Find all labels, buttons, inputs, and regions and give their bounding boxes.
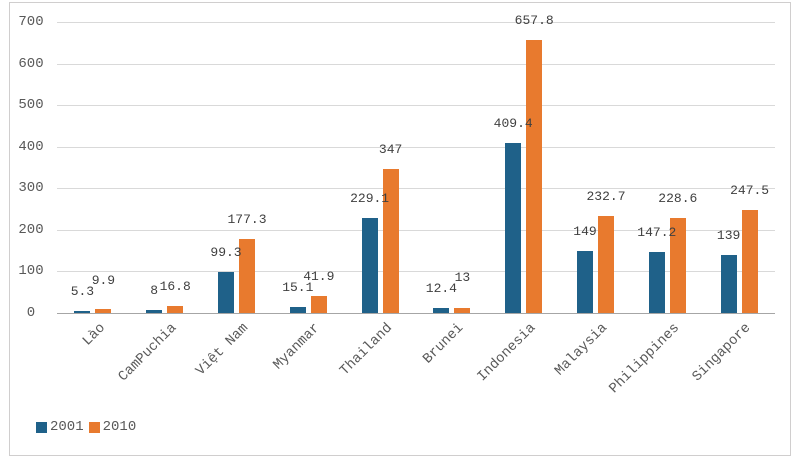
data-label-2010: 657.8 bbox=[514, 12, 554, 28]
x-category-text: Việt Nam bbox=[193, 320, 253, 380]
data-label-2001: 15.1 bbox=[282, 279, 314, 295]
data-label-2001: 149 bbox=[573, 224, 597, 240]
bar-2001 bbox=[218, 271, 234, 313]
bar-2001 bbox=[74, 310, 91, 313]
data-label-2001: 139 bbox=[716, 228, 741, 244]
bar-2001 bbox=[289, 306, 306, 313]
x-category-text: Thailand bbox=[336, 320, 396, 380]
data-label-2001: 12.4 bbox=[425, 280, 457, 296]
y-tick-label: 300 bbox=[18, 180, 44, 197]
legend-swatch-2010 bbox=[88, 422, 100, 433]
data-label-2010: 13 bbox=[454, 269, 471, 285]
bar-2010 bbox=[239, 239, 255, 313]
bar-2010 bbox=[382, 168, 399, 313]
x-category-text: Lào bbox=[79, 320, 109, 350]
bar-2001 bbox=[577, 251, 593, 313]
data-label-2010: 232.7 bbox=[586, 189, 626, 205]
y-tick-label: 500 bbox=[18, 97, 44, 114]
data-label-2010: 228.6 bbox=[658, 190, 698, 206]
legend-item-2001: 2001 bbox=[36, 420, 84, 435]
y-tick-label: 0 bbox=[26, 305, 36, 321]
gridline bbox=[57, 64, 775, 65]
x-axis-line bbox=[57, 313, 775, 314]
data-label-2010: 177.3 bbox=[227, 212, 267, 228]
bar-2010 bbox=[95, 308, 112, 313]
bar-2001 bbox=[505, 142, 522, 313]
legend-item-2010: 2010 bbox=[88, 419, 137, 435]
bar-2001 bbox=[146, 309, 163, 313]
data-label-2010: 247.5 bbox=[730, 183, 770, 199]
gridline bbox=[57, 147, 775, 148]
bar-2001 bbox=[720, 255, 737, 313]
gridline bbox=[57, 105, 775, 106]
legend-label: 2010 bbox=[102, 419, 137, 435]
data-label-2001: 409.4 bbox=[493, 115, 533, 131]
legend-label: 2001 bbox=[50, 419, 84, 435]
bar-2010 bbox=[669, 217, 686, 313]
bar-2001 bbox=[361, 217, 378, 313]
chart-frame bbox=[9, 2, 791, 456]
y-tick-label: 400 bbox=[18, 138, 44, 155]
data-label-2001: 147.2 bbox=[637, 224, 677, 240]
x-category-text: Brunei bbox=[420, 320, 468, 368]
bar-2001 bbox=[433, 307, 450, 313]
data-label-2001: 5.3 bbox=[70, 283, 95, 299]
bar-2010 bbox=[526, 39, 543, 313]
x-category-text: Singapore bbox=[689, 320, 755, 386]
gridline bbox=[57, 271, 775, 272]
x-category-text: Philippines bbox=[606, 320, 683, 397]
bar-2001 bbox=[648, 251, 665, 313]
legend-swatch-2001 bbox=[36, 422, 47, 433]
data-label-2010: 347 bbox=[378, 141, 403, 157]
x-category-text: Malaysia bbox=[552, 320, 612, 380]
legend: 2001 2010 bbox=[36, 420, 141, 435]
bar-2010 bbox=[167, 306, 184, 313]
y-tick-label: 100 bbox=[18, 263, 44, 280]
y-tick-label: 200 bbox=[18, 221, 44, 238]
data-label-2001: 229.1 bbox=[350, 190, 390, 206]
data-label-2001: 99.3 bbox=[210, 244, 242, 260]
x-category-text: Myanmar bbox=[271, 320, 324, 374]
data-label-2010: 9.9 bbox=[91, 272, 116, 288]
data-label-2001: 8 bbox=[150, 282, 159, 298]
data-label-2010: 41.9 bbox=[303, 268, 335, 284]
bar-2010 bbox=[598, 216, 614, 313]
y-tick-label: 700 bbox=[18, 14, 44, 30]
x-category-text: CamPuchia bbox=[115, 320, 181, 386]
gridline bbox=[57, 230, 775, 231]
bar-2010 bbox=[454, 307, 471, 313]
data-label-2010: 16.8 bbox=[159, 279, 191, 295]
x-category-text: Indonesia bbox=[474, 320, 540, 386]
bar-2010 bbox=[310, 295, 327, 313]
bar-2010 bbox=[741, 210, 758, 313]
gridline bbox=[57, 22, 775, 23]
gridline bbox=[57, 188, 775, 189]
y-tick-label: 600 bbox=[18, 55, 44, 72]
